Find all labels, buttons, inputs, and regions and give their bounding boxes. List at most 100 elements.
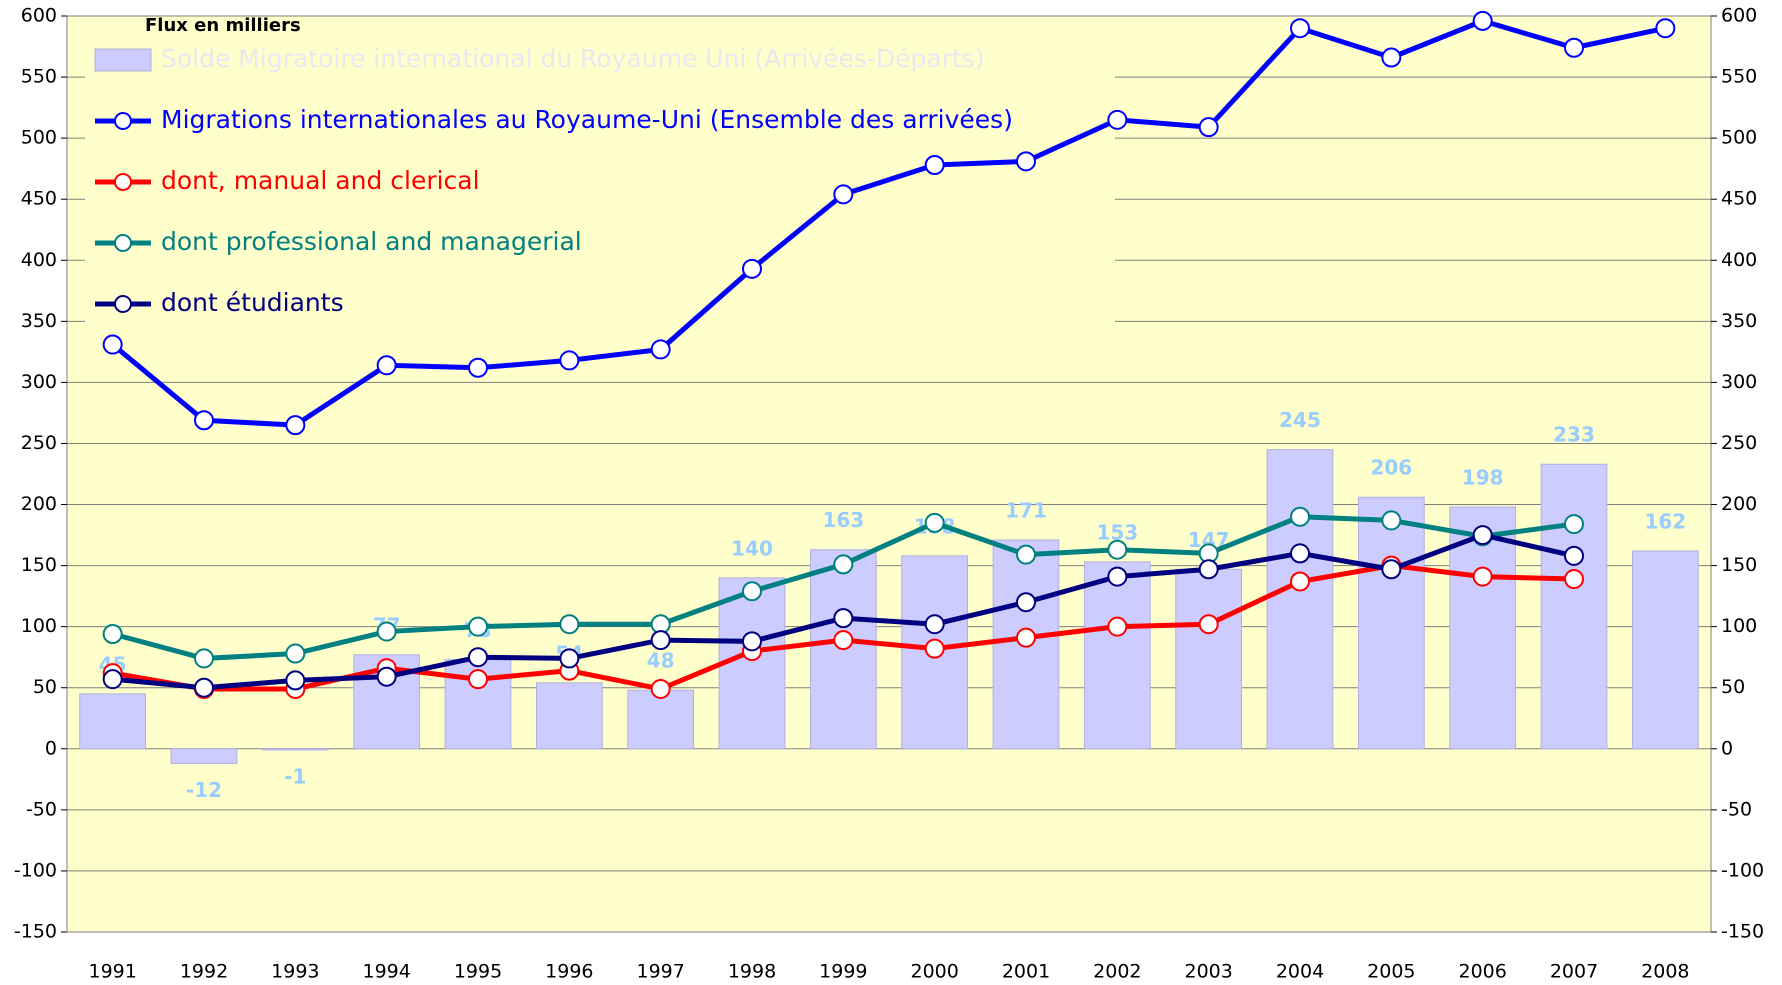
y-tick-label: 450 — [21, 188, 57, 210]
marker — [285, 643, 306, 664]
marker — [1564, 569, 1584, 590]
legend-swatch — [94, 48, 152, 72]
bar — [535, 682, 603, 750]
x-tick-label: 1996 — [545, 961, 593, 983]
data-label: 163 — [822, 508, 864, 532]
marker — [1016, 151, 1036, 172]
marker — [1290, 506, 1310, 527]
marker — [468, 647, 488, 668]
data-label: 171 — [1005, 498, 1047, 522]
x-tick-label: 2008 — [1641, 961, 1689, 983]
data-label: 198 — [1462, 465, 1504, 489]
marker — [376, 666, 397, 687]
legend-marker — [114, 234, 132, 252]
x-tick-label: 2004 — [1276, 961, 1324, 983]
y-tick-label: 350 — [21, 310, 57, 332]
bar — [1449, 506, 1517, 750]
bar — [901, 555, 969, 750]
marker — [742, 581, 762, 602]
y2-tick-label: -150 — [1721, 921, 1764, 943]
marker — [559, 648, 580, 669]
legend-label: Migrations internationales au Royaume-Un… — [161, 105, 1013, 134]
y2-tick-label: 600 — [1721, 5, 1757, 27]
marker — [1381, 510, 1402, 531]
x-tick-label: 1992 — [180, 961, 228, 983]
marker — [468, 616, 488, 637]
x-tick-label: 1991 — [88, 961, 136, 983]
marker — [1290, 571, 1310, 592]
marker — [468, 357, 488, 378]
marker — [650, 339, 671, 360]
bar — [627, 689, 695, 750]
marker — [833, 184, 854, 205]
data-label: 233 — [1553, 423, 1595, 447]
annotation: Flux en milliers — [145, 15, 301, 36]
marker — [559, 614, 580, 635]
marker — [285, 670, 306, 691]
marker — [1472, 566, 1493, 587]
y2-tick-label: 300 — [1721, 371, 1757, 393]
marker — [1016, 544, 1036, 565]
marker — [1564, 514, 1584, 535]
y2-tick-label: -100 — [1721, 859, 1764, 881]
legend-box — [85, 38, 1115, 338]
marker — [1107, 539, 1128, 560]
marker — [650, 630, 671, 651]
y2-tick-label: 500 — [1721, 127, 1757, 149]
data-label: 245 — [1279, 408, 1321, 432]
bar — [718, 577, 786, 750]
bar — [1357, 496, 1425, 750]
y-tick-label: 300 — [21, 371, 57, 393]
data-label: 162 — [1644, 509, 1686, 533]
line — [111, 18, 1666, 428]
marker — [742, 258, 762, 279]
bar — [1631, 550, 1699, 750]
y2-tick-label: 100 — [1721, 615, 1757, 637]
marker — [285, 415, 306, 436]
y2-tick-label: 200 — [1721, 493, 1757, 515]
marker — [1016, 627, 1036, 648]
marker — [1472, 10, 1493, 31]
x-tick-label: 2006 — [1458, 961, 1506, 983]
bar — [1083, 561, 1151, 750]
y-tick-label: 600 — [21, 5, 57, 27]
x-tick-label: 1998 — [728, 961, 776, 983]
y-tick-label: 400 — [21, 249, 57, 271]
marker — [1472, 525, 1493, 546]
y-tick-label: 0 — [45, 737, 57, 759]
marker — [1564, 545, 1584, 566]
x-tick-label: 1995 — [454, 961, 502, 983]
y-tick-label: -100 — [14, 859, 57, 881]
bar — [1175, 568, 1243, 750]
marker — [1107, 566, 1128, 587]
marker — [833, 630, 854, 651]
legend-marker — [114, 112, 132, 130]
bar — [1266, 449, 1334, 750]
marker — [1198, 117, 1219, 138]
marker — [924, 155, 945, 176]
marker — [833, 608, 854, 629]
marker — [1107, 109, 1128, 130]
marker — [742, 631, 762, 652]
marker — [833, 554, 854, 575]
y2-tick-label: 350 — [1721, 310, 1757, 332]
y-tick-label: 50 — [33, 676, 57, 698]
y2-tick-label: -50 — [1721, 798, 1752, 820]
marker — [102, 334, 123, 355]
data-label: 140 — [731, 536, 773, 560]
data-label: -12 — [186, 778, 222, 802]
x-tick-label: 2007 — [1550, 961, 1598, 983]
y-tick-label: 250 — [21, 432, 57, 454]
y2-tick-label: 250 — [1721, 432, 1757, 454]
marker — [1198, 614, 1219, 635]
marker — [1290, 543, 1310, 564]
marker — [559, 350, 580, 371]
y2-tick-label: 450 — [1721, 188, 1757, 210]
y-tick-label: 500 — [21, 127, 57, 149]
legend-label: dont étudiants — [161, 288, 344, 317]
y2-tick-label: 400 — [1721, 249, 1757, 271]
bar — [1540, 463, 1608, 750]
marker — [376, 621, 397, 642]
data-label: -1 — [284, 765, 306, 789]
marker — [924, 638, 945, 659]
